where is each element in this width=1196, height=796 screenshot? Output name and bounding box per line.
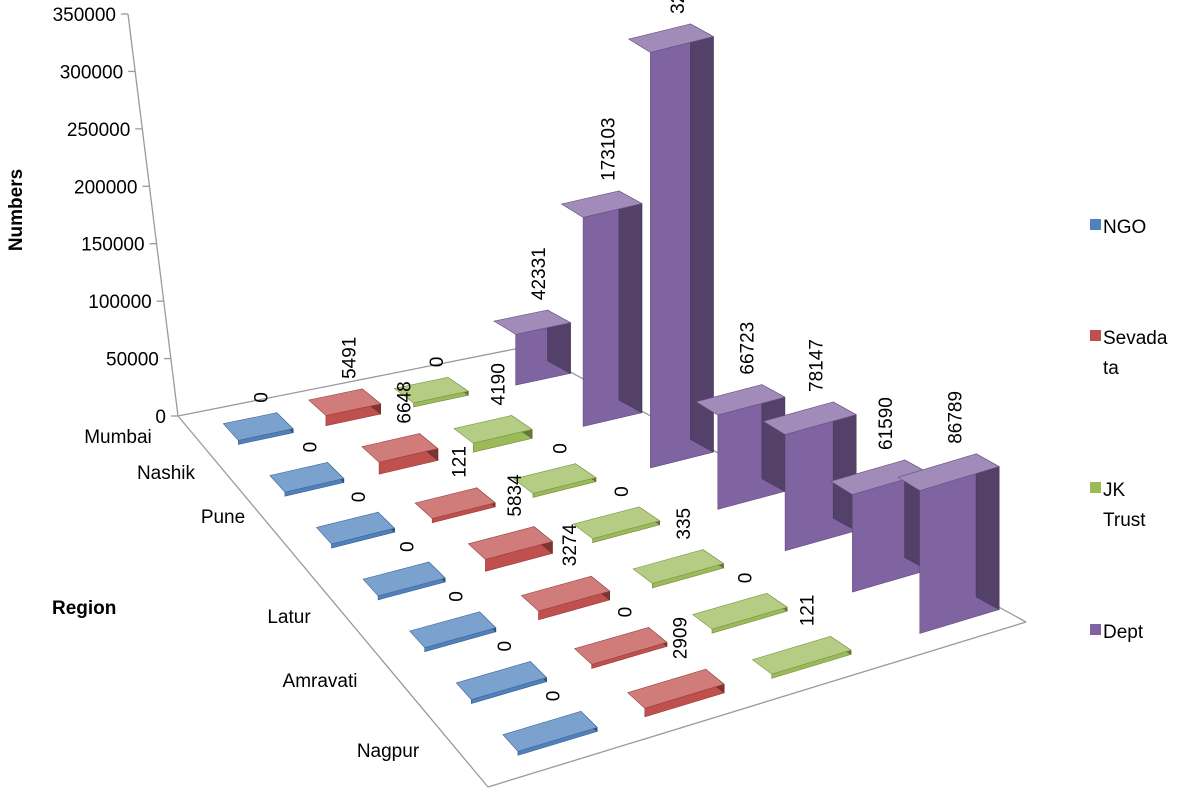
data-label: 0 <box>252 392 273 403</box>
legend-item: Dept <box>1090 622 1144 643</box>
legend-label: NGO <box>1103 217 1146 238</box>
bar <box>455 660 548 705</box>
bar <box>393 376 470 408</box>
category-label: Pune <box>201 507 245 528</box>
data-labels: 0 5491 0 42331 0 6648 4190 173103 0 121 0 324445 0 58… <box>252 0 967 701</box>
data-label: 173103 <box>599 117 620 180</box>
legend-label: Trust <box>1103 510 1146 531</box>
legend-swatch <box>1090 482 1101 493</box>
y-tick-label: 0 <box>155 407 166 428</box>
legend: NGO Sevada ta JK Trust Dept <box>1090 217 1168 643</box>
data-label: 0 <box>427 357 448 368</box>
data-label: 121 <box>797 595 818 627</box>
data-label: 121 <box>450 446 471 478</box>
data-label: 66723 <box>737 322 758 375</box>
axes: 0 50000 100000 150000 200000 250000 300000 3500… <box>6 5 1027 788</box>
bar <box>308 388 382 427</box>
bar <box>751 635 852 679</box>
data-label: 0 <box>544 691 565 702</box>
bar <box>762 401 857 552</box>
data-label: 0 <box>615 607 636 618</box>
bar <box>414 487 496 524</box>
data-label: 335 <box>674 508 695 540</box>
data-label: 0 <box>300 442 321 453</box>
bar <box>574 626 668 669</box>
legend-swatch <box>1090 624 1101 635</box>
data-label: 0 <box>446 591 467 602</box>
y-tick-label: 250000 <box>67 120 130 141</box>
data-label: 0 <box>550 443 571 454</box>
data-label: 78147 <box>807 339 828 392</box>
bar <box>453 414 533 453</box>
data-label: 61590 <box>876 397 897 450</box>
legend-item: Sevada ta <box>1090 328 1168 379</box>
legend-item: NGO <box>1090 217 1146 238</box>
data-label: 2909 <box>671 617 692 659</box>
bar <box>493 309 572 386</box>
data-label: 0 <box>612 486 633 497</box>
data-label: 3274 <box>560 523 581 566</box>
y-tick-label: 300000 <box>60 62 123 83</box>
data-label: 324445 <box>668 0 689 14</box>
category-label: Nagpur <box>357 741 420 762</box>
bar <box>897 453 1000 634</box>
data-label: 86789 <box>945 391 966 444</box>
data-label: 0 <box>398 541 419 552</box>
data-label: 0 <box>349 492 370 503</box>
category-label: Latur <box>267 607 311 628</box>
legend-label: Dept <box>1103 622 1144 643</box>
data-label: 42331 <box>529 247 550 300</box>
data-label: 5834 <box>505 474 526 517</box>
bars <box>222 23 1000 756</box>
legend-swatch <box>1090 330 1101 341</box>
data-label: 5491 <box>339 337 360 379</box>
data-label: 6648 <box>395 381 416 423</box>
bar <box>513 463 597 498</box>
data-label: 4190 <box>489 363 510 405</box>
bar <box>222 411 294 445</box>
y-tick-label: 150000 <box>81 235 144 256</box>
category-label: Nashik <box>137 463 196 484</box>
bar <box>361 432 439 475</box>
bar <box>627 23 715 469</box>
legend-item: JK Trust <box>1090 480 1146 531</box>
y-tick-label: 50000 <box>106 350 159 371</box>
bar <box>409 611 497 653</box>
legend-swatch <box>1090 219 1101 230</box>
bar <box>572 506 661 544</box>
bar <box>632 549 725 589</box>
bar <box>695 384 786 510</box>
x-axis-title: Region <box>52 598 116 619</box>
legend-label: JK <box>1103 480 1126 501</box>
bar <box>560 190 643 427</box>
bar <box>502 710 598 756</box>
bar <box>627 668 725 718</box>
bar <box>315 511 396 549</box>
y-axis-title: Numbers <box>6 169 27 251</box>
bar <box>467 525 554 572</box>
category-label: Amravati <box>283 671 358 692</box>
data-label: 0 <box>736 573 757 584</box>
y-tick-label: 100000 <box>88 292 151 313</box>
y-tick-label: 200000 <box>74 177 137 198</box>
legend-label: ta <box>1103 358 1119 379</box>
data-label: 0 <box>495 641 516 652</box>
bar <box>520 575 611 621</box>
legend-label: Sevada <box>1103 328 1168 349</box>
category-label: Mumbai <box>84 427 152 448</box>
bar <box>362 561 446 601</box>
bar <box>692 592 788 634</box>
y-tick-label: 350000 <box>53 5 116 26</box>
bar <box>269 461 345 497</box>
